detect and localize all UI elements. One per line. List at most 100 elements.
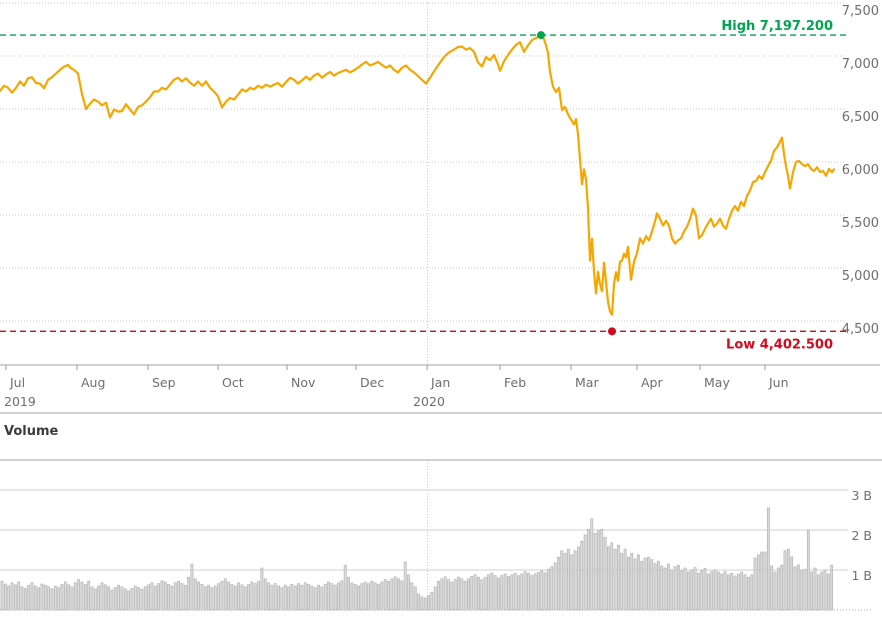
volume-bar[interactable]: [630, 552, 634, 611]
volume-bar[interactable]: [673, 566, 677, 611]
volume-bar[interactable]: [360, 583, 364, 611]
volume-bar[interactable]: [243, 586, 247, 611]
volume-bar[interactable]: [263, 578, 267, 611]
volume-bar[interactable]: [750, 574, 754, 611]
volume-bar[interactable]: [490, 572, 494, 611]
volume-bar[interactable]: [283, 584, 287, 611]
volume-bar[interactable]: [547, 568, 550, 611]
volume-bar[interactable]: [103, 584, 107, 611]
volume-bar[interactable]: [140, 588, 144, 611]
volume-bar[interactable]: [230, 584, 234, 611]
volume-bar[interactable]: [730, 572, 734, 611]
volume-bar[interactable]: [417, 593, 420, 611]
volume-bar[interactable]: [187, 576, 190, 611]
volume-bar[interactable]: [383, 579, 387, 611]
volume-bar[interactable]: [250, 581, 254, 611]
volume-bar[interactable]: [200, 584, 204, 611]
volume-bar[interactable]: [40, 583, 44, 611]
volume-bar[interactable]: [167, 584, 171, 611]
volume-bar[interactable]: [666, 563, 670, 611]
volume-bar[interactable]: [487, 574, 490, 611]
volume-bar[interactable]: [533, 573, 537, 611]
volume-bar[interactable]: [563, 552, 567, 611]
volume-bar[interactable]: [20, 586, 24, 611]
volume-bar[interactable]: [333, 584, 337, 611]
high-point-marker[interactable]: [537, 31, 545, 40]
price-line-series[interactable]: [0, 33, 836, 316]
volume-bar[interactable]: [350, 582, 354, 611]
volume-bar[interactable]: [117, 584, 121, 611]
volume-bar[interactable]: [560, 550, 564, 611]
volume-bar[interactable]: [193, 578, 197, 611]
volume-bar[interactable]: [743, 574, 747, 611]
volume-bar[interactable]: [603, 536, 607, 611]
volume-bar[interactable]: [107, 586, 111, 611]
volume-bar[interactable]: [410, 582, 414, 611]
volume-bar[interactable]: [320, 586, 324, 611]
volume-bar[interactable]: [613, 548, 617, 611]
volume-bar[interactable]: [3, 583, 7, 611]
volume-bar[interactable]: [753, 557, 757, 611]
volume-bar[interactable]: [443, 576, 447, 611]
volume-bar[interactable]: [80, 581, 84, 611]
volume-bar[interactable]: [50, 588, 54, 611]
volume-bar[interactable]: [197, 581, 200, 611]
volume-bar[interactable]: [816, 574, 820, 611]
volume-bar[interactable]: [223, 578, 227, 611]
volume-bar[interactable]: [640, 560, 644, 611]
volume-bar[interactable]: [713, 569, 717, 611]
volume-bar[interactable]: [67, 584, 71, 611]
volume-bar[interactable]: [353, 584, 357, 611]
volume-bar[interactable]: [10, 582, 14, 611]
volume-bar[interactable]: [257, 580, 260, 611]
volume-bar[interactable]: [73, 582, 77, 611]
volume-bar[interactable]: [13, 584, 17, 611]
volume-bar[interactable]: [340, 580, 344, 611]
volume-bar[interactable]: [343, 564, 347, 611]
volume-bar[interactable]: [210, 587, 214, 611]
volume-bar[interactable]: [270, 584, 274, 611]
volume-bar[interactable]: [823, 569, 827, 611]
volume-bar[interactable]: [90, 586, 94, 611]
volume-bar[interactable]: [337, 582, 340, 611]
volume-bar[interactable]: [190, 563, 194, 611]
volume-bar[interactable]: [290, 584, 294, 611]
volume-bar[interactable]: [570, 554, 574, 611]
volume-bar[interactable]: [303, 582, 307, 611]
volume-bar[interactable]: [600, 528, 604, 611]
volume-bar[interactable]: [776, 567, 780, 611]
volume-bar[interactable]: [23, 588, 27, 611]
volume-bar[interactable]: [567, 548, 570, 611]
volume-bar[interactable]: [317, 584, 320, 611]
low-point-marker[interactable]: [608, 327, 616, 336]
volume-bar[interactable]: [810, 571, 814, 611]
volume-bar[interactable]: [760, 551, 764, 611]
volume-bar[interactable]: [557, 556, 560, 611]
volume-bar[interactable]: [463, 580, 467, 611]
volume-bar[interactable]: [33, 585, 37, 611]
volume-bar[interactable]: [407, 574, 410, 611]
volume-bar[interactable]: [93, 588, 97, 611]
volume-bar[interactable]: [327, 581, 330, 611]
volume-bar[interactable]: [133, 585, 137, 611]
volume-bar[interactable]: [7, 585, 11, 611]
volume-bar[interactable]: [390, 578, 394, 611]
volume-bar[interactable]: [110, 589, 114, 611]
volume-bar[interactable]: [693, 567, 697, 611]
volume-bar[interactable]: [513, 572, 517, 611]
volume-bar[interactable]: [657, 560, 660, 611]
volume-bar[interactable]: [793, 566, 797, 611]
volume-bar[interactable]: [746, 576, 750, 611]
volume-bar[interactable]: [577, 546, 580, 611]
volume-bar[interactable]: [610, 542, 614, 611]
volume-bar[interactable]: [453, 579, 457, 611]
volume-bar[interactable]: [720, 573, 724, 611]
volume-bar[interactable]: [123, 588, 127, 611]
volume-bar[interactable]: [367, 583, 370, 611]
volume-bar[interactable]: [143, 586, 147, 611]
volume-bar[interactable]: [47, 586, 51, 611]
volume-bar[interactable]: [740, 571, 744, 611]
volume-bar[interactable]: [373, 582, 377, 611]
volume-bar[interactable]: [437, 580, 440, 611]
volume-bar[interactable]: [480, 579, 484, 611]
